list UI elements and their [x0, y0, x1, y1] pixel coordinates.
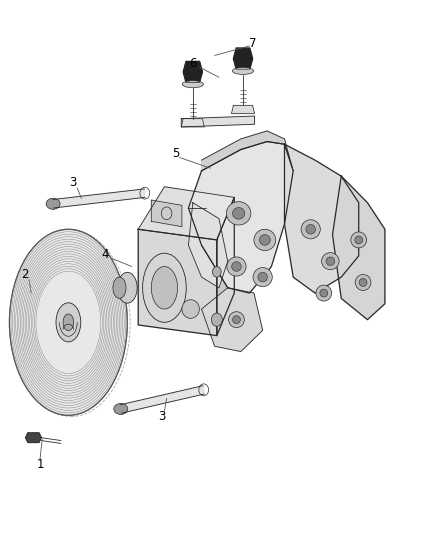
Ellipse shape	[56, 303, 81, 342]
Ellipse shape	[212, 313, 222, 326]
Ellipse shape	[232, 262, 241, 271]
Ellipse shape	[233, 207, 245, 219]
Ellipse shape	[113, 277, 126, 298]
Ellipse shape	[151, 266, 177, 309]
Text: 1: 1	[36, 458, 44, 471]
Text: 7: 7	[249, 37, 257, 50]
Polygon shape	[285, 144, 359, 293]
Ellipse shape	[355, 236, 363, 244]
Ellipse shape	[259, 235, 270, 245]
Polygon shape	[181, 116, 254, 127]
Ellipse shape	[320, 289, 328, 297]
Text: 6: 6	[189, 57, 197, 70]
Ellipse shape	[10, 229, 127, 415]
Ellipse shape	[46, 198, 60, 209]
Polygon shape	[53, 189, 145, 208]
Ellipse shape	[227, 257, 246, 276]
Ellipse shape	[63, 314, 74, 330]
Polygon shape	[188, 142, 293, 293]
Polygon shape	[25, 433, 41, 442]
Ellipse shape	[226, 201, 251, 225]
Ellipse shape	[306, 224, 315, 234]
Ellipse shape	[117, 272, 137, 303]
Ellipse shape	[233, 67, 254, 75]
Text: 3: 3	[69, 176, 76, 189]
Polygon shape	[138, 229, 217, 336]
Ellipse shape	[258, 272, 268, 282]
Polygon shape	[332, 176, 385, 320]
Text: 4: 4	[102, 248, 109, 261]
Ellipse shape	[233, 316, 240, 324]
Ellipse shape	[143, 253, 186, 322]
Ellipse shape	[326, 257, 335, 265]
Polygon shape	[183, 61, 202, 83]
Polygon shape	[138, 187, 234, 240]
Polygon shape	[233, 48, 253, 69]
Ellipse shape	[321, 253, 339, 270]
Ellipse shape	[253, 268, 272, 287]
Ellipse shape	[114, 403, 128, 415]
Ellipse shape	[351, 232, 367, 248]
Polygon shape	[217, 197, 234, 336]
Ellipse shape	[182, 300, 199, 318]
Ellipse shape	[254, 229, 276, 251]
Polygon shape	[232, 106, 254, 114]
Ellipse shape	[355, 274, 371, 290]
Polygon shape	[201, 288, 263, 352]
Polygon shape	[151, 200, 182, 227]
Text: 3: 3	[159, 410, 166, 423]
Ellipse shape	[229, 312, 244, 328]
Polygon shape	[188, 203, 228, 288]
Polygon shape	[181, 119, 205, 127]
Ellipse shape	[359, 278, 367, 286]
Polygon shape	[201, 131, 293, 171]
Text: 2: 2	[21, 268, 28, 281]
Ellipse shape	[316, 285, 332, 301]
Ellipse shape	[212, 266, 221, 277]
Polygon shape	[120, 386, 205, 413]
Ellipse shape	[182, 80, 203, 88]
Ellipse shape	[301, 220, 320, 239]
Text: 5: 5	[172, 147, 179, 160]
